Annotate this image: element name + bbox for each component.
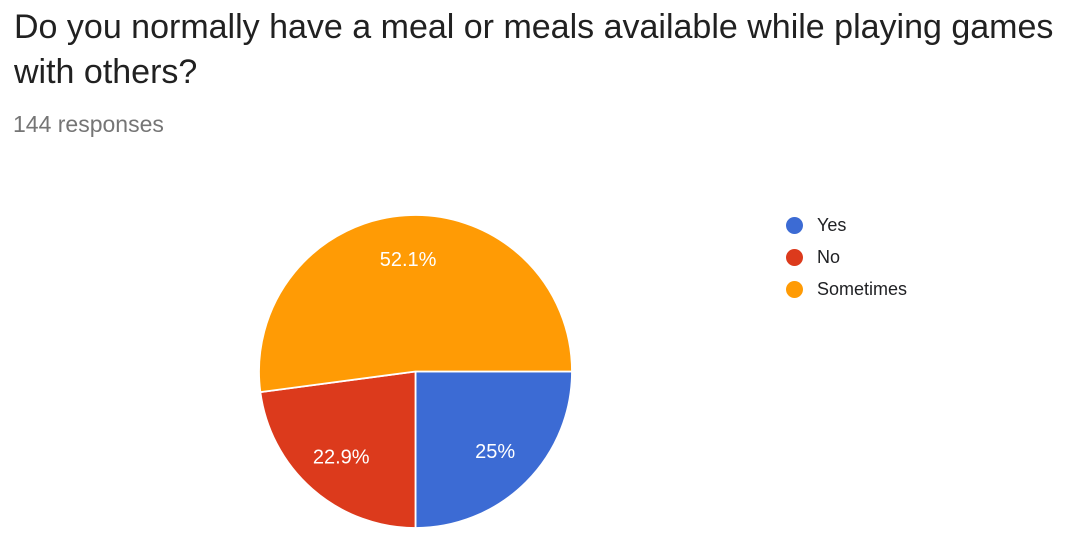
legend-label: Yes	[817, 214, 847, 235]
response-count: 144 responses	[13, 111, 164, 137]
pie-slice-sometimes[interactable]	[258, 214, 573, 393]
legend-label: Sometimes	[817, 278, 908, 299]
legend-dot-icon	[786, 248, 803, 266]
legend-item-sometimes: Sometimes	[786, 273, 907, 305]
legend-label: No	[817, 246, 841, 267]
legend-item-no: No	[786, 241, 907, 273]
pie-slice-no[interactable]	[259, 370, 417, 529]
pie-slice-label-sometimes: 52.1%	[380, 249, 437, 271]
pie-chart-area: 25% 22.9% 52.1% Yes No Sometimes	[0, 140, 1088, 548]
pie-chart-svg: 25% 22.9% 52.1%	[258, 214, 573, 529]
pie-slice-label-no: 22.9%	[313, 446, 370, 468]
legend-dot-icon	[786, 280, 803, 298]
pie-slice-label-yes: 25%	[475, 441, 515, 463]
legend-dot-icon	[786, 216, 803, 234]
chart-legend: Yes No Sometimes	[786, 209, 907, 305]
legend-item-yes: Yes	[786, 209, 907, 241]
question-title: Do you normally have a meal or meals ava…	[14, 8, 1054, 91]
pie-slice-yes[interactable]	[414, 370, 573, 529]
